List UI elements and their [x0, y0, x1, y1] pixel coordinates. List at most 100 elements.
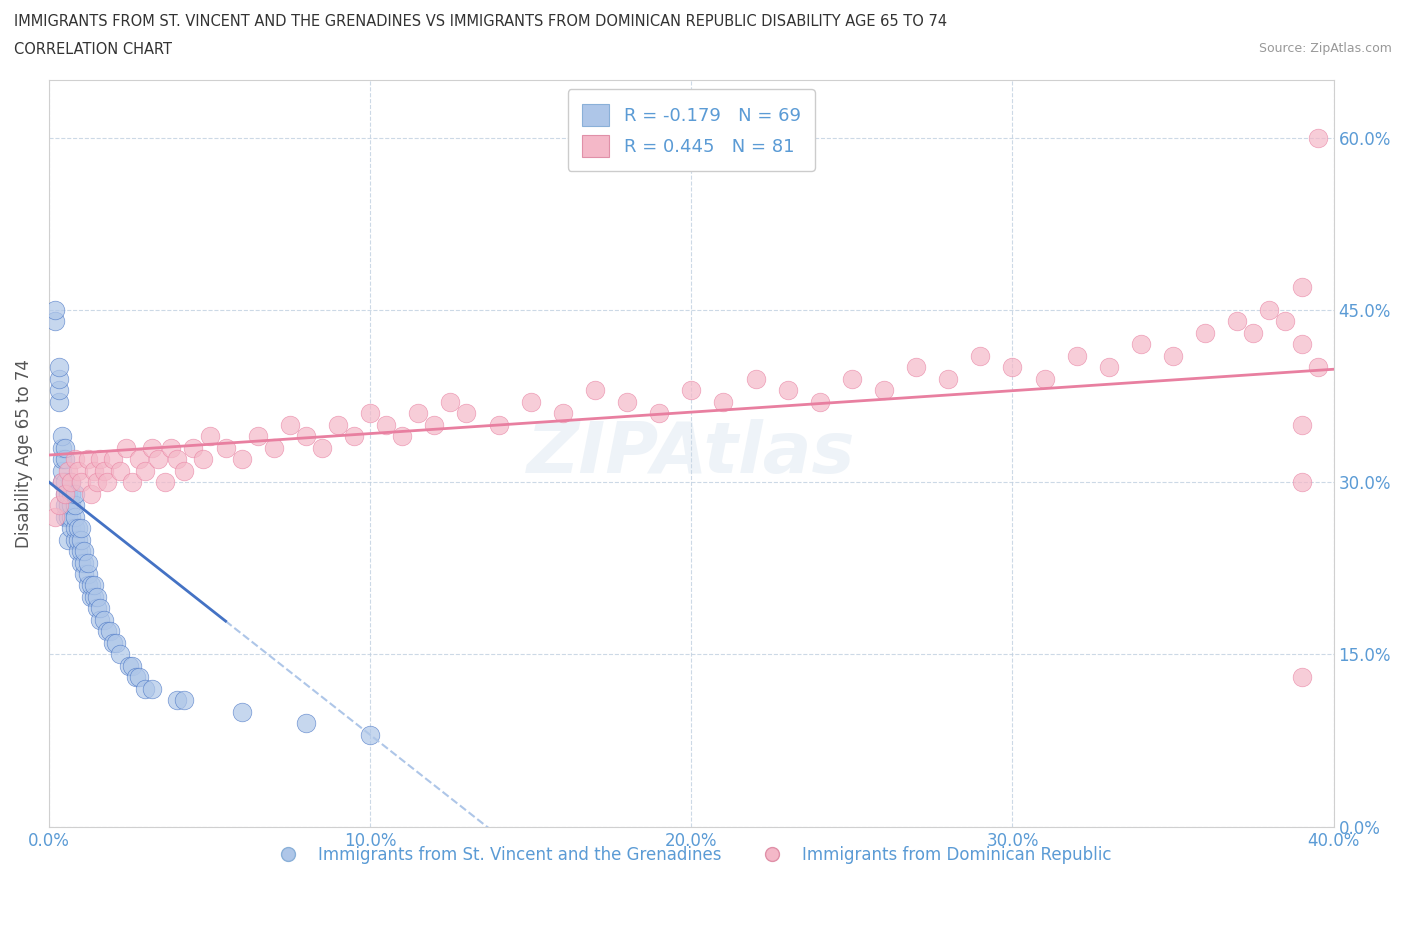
Point: [121, 474, 143, 489]
Point: [63, 509, 86, 524]
Point: [616, 394, 638, 409]
Point: [141, 682, 163, 697]
Point: [1291, 337, 1313, 352]
Point: [53, 452, 76, 467]
Point: [60, 486, 83, 501]
Point: [160, 440, 183, 455]
Point: [841, 371, 863, 386]
Point: [359, 727, 381, 742]
Point: [125, 670, 148, 684]
Point: [70, 521, 93, 536]
Point: [278, 418, 301, 432]
Point: [51, 429, 73, 444]
Point: [51, 440, 73, 455]
Point: [1291, 279, 1313, 294]
Point: [73, 555, 96, 570]
Point: [58, 532, 80, 547]
Point: [118, 658, 141, 673]
Point: [873, 383, 896, 398]
Point: [905, 360, 928, 375]
Y-axis label: Disability Age 65 to 74: Disability Age 65 to 74: [15, 359, 32, 548]
Point: [44, 302, 66, 317]
Point: [63, 521, 86, 536]
Point: [519, 394, 541, 409]
Point: [214, 440, 236, 455]
Point: [51, 452, 73, 467]
Point: [86, 601, 108, 616]
Point: [103, 452, 125, 467]
Point: [408, 405, 430, 420]
Point: [89, 613, 111, 628]
Point: [1001, 360, 1024, 375]
Point: [153, 474, 176, 489]
Point: [1241, 326, 1264, 340]
Point: [1291, 418, 1313, 432]
Point: [89, 601, 111, 616]
Point: [1033, 371, 1056, 386]
Point: [359, 405, 381, 420]
Point: [108, 647, 131, 662]
Point: [53, 486, 76, 501]
Point: [231, 452, 253, 467]
Point: [70, 474, 93, 489]
Point: [173, 463, 195, 478]
Legend: Immigrants from St. Vincent and the Grenadines, Immigrants from Dominican Republ: Immigrants from St. Vincent and the Gren…: [264, 839, 1118, 870]
Point: [93, 613, 115, 628]
Point: [66, 463, 89, 478]
Point: [80, 590, 103, 604]
Point: [44, 313, 66, 328]
Point: [60, 521, 83, 536]
Point: [96, 474, 118, 489]
Point: [51, 463, 73, 478]
Point: [66, 521, 89, 536]
Point: [60, 474, 83, 489]
Point: [1306, 130, 1329, 145]
Point: [439, 394, 461, 409]
Point: [53, 509, 76, 524]
Point: [488, 418, 510, 432]
Point: [1258, 302, 1281, 317]
Text: ZIPAtlas: ZIPAtlas: [527, 418, 856, 488]
Point: [295, 716, 318, 731]
Point: [73, 544, 96, 559]
Point: [375, 418, 398, 432]
Point: [1226, 313, 1249, 328]
Point: [128, 452, 150, 467]
Point: [295, 429, 318, 444]
Point: [60, 474, 83, 489]
Point: [713, 394, 735, 409]
Text: IMMIGRANTS FROM ST. VINCENT AND THE GRENADINES VS IMMIGRANTS FROM DOMINICAN REPU: IMMIGRANTS FROM ST. VINCENT AND THE GREN…: [14, 14, 948, 29]
Point: [1291, 474, 1313, 489]
Text: Source: ZipAtlas.com: Source: ZipAtlas.com: [1258, 42, 1392, 55]
Point: [58, 463, 80, 478]
Point: [343, 429, 366, 444]
Point: [76, 566, 98, 581]
Point: [51, 474, 73, 489]
Point: [66, 532, 89, 547]
Point: [48, 360, 70, 375]
Point: [1291, 670, 1313, 684]
Point: [776, 383, 799, 398]
Point: [63, 486, 86, 501]
Point: [48, 383, 70, 398]
Point: [58, 509, 80, 524]
Point: [76, 555, 98, 570]
Point: [60, 509, 83, 524]
Point: [198, 429, 221, 444]
Point: [115, 440, 138, 455]
Point: [53, 498, 76, 512]
Point: [63, 452, 86, 467]
Point: [744, 371, 766, 386]
Point: [86, 590, 108, 604]
Point: [551, 405, 574, 420]
Point: [183, 440, 205, 455]
Point: [53, 440, 76, 455]
Point: [1194, 326, 1216, 340]
Point: [456, 405, 478, 420]
Point: [231, 704, 253, 719]
Point: [134, 682, 156, 697]
Point: [166, 693, 188, 708]
Point: [66, 544, 89, 559]
Point: [246, 429, 269, 444]
Point: [73, 566, 96, 581]
